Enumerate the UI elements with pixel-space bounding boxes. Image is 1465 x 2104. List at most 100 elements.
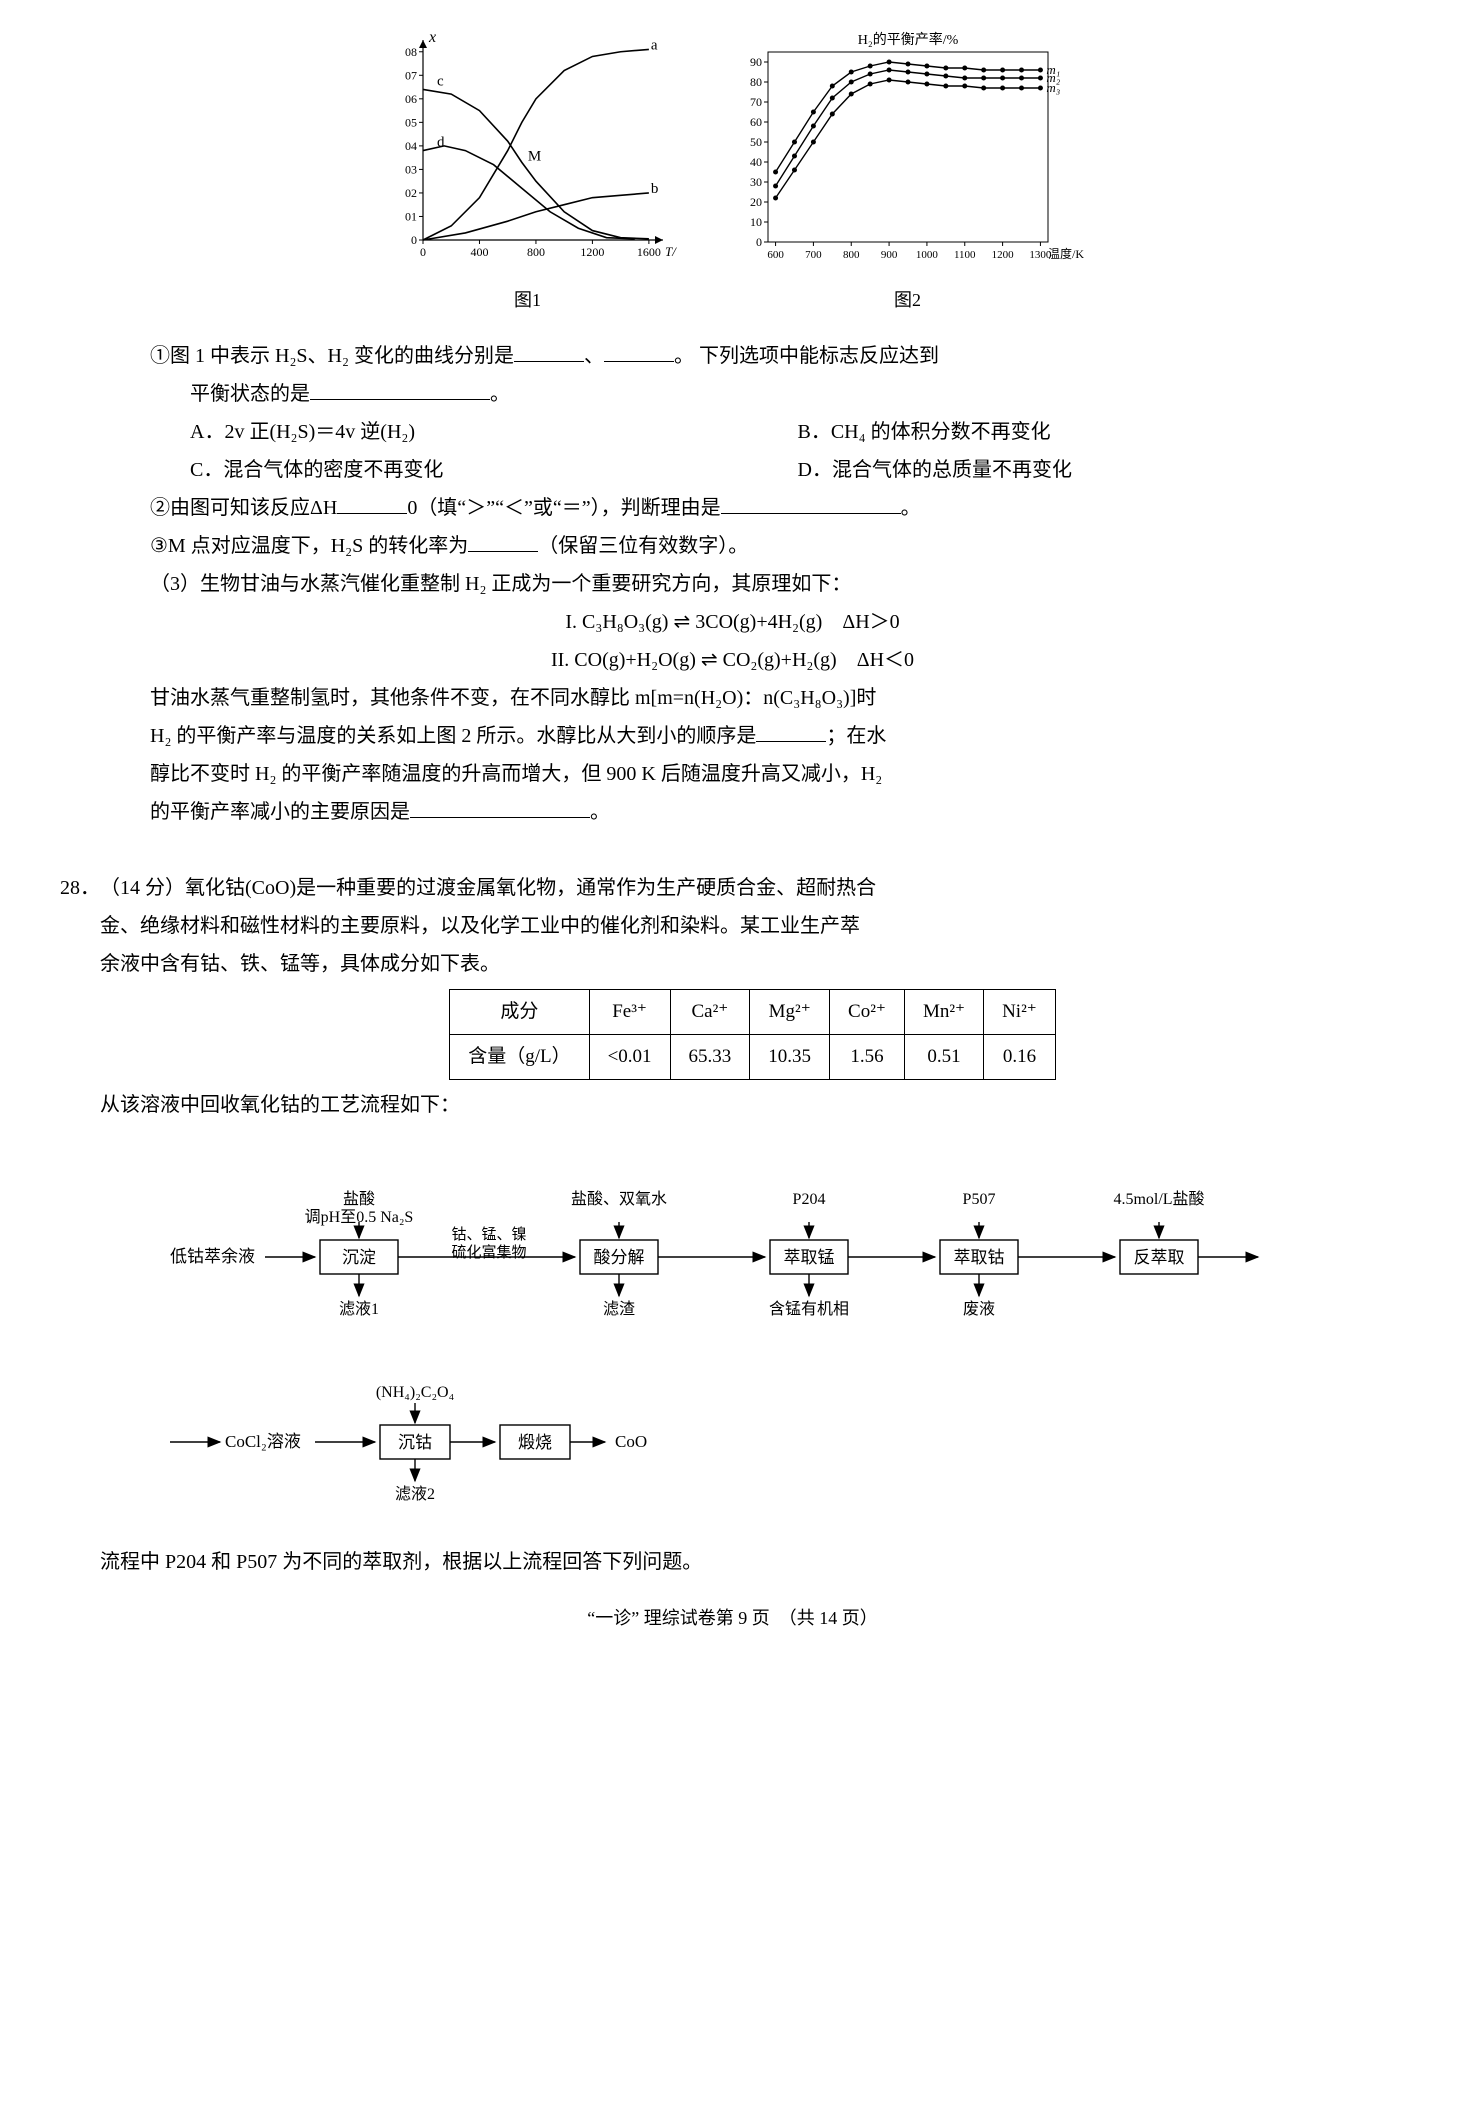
q28-tail: 流程中 P204 和 P507 为不同的萃取剂，根据以上流程回答下列问题。 (100, 1543, 1405, 1581)
svg-text:05: 05 (405, 115, 417, 129)
svg-text:600: 600 (767, 249, 784, 261)
table-header: Ni²⁺ (984, 990, 1056, 1035)
svg-text:低钴萃余液: 低钴萃余液 (170, 1247, 255, 1266)
chart1-caption: 图1 (378, 283, 678, 317)
q28-lead-c: 余液中含有钴、铁、锰等，具体成分如下表。 (100, 945, 1405, 983)
blank-2 (604, 339, 674, 362)
svg-text:03: 03 (405, 162, 417, 176)
page-footer: “一诊” 理综试卷第 9 页 （共 14 页） (60, 1601, 1405, 1635)
svg-text:反萃取: 反萃取 (1134, 1248, 1185, 1267)
p5-line4: 的平衡产率减小的主要原因是。 (60, 793, 1405, 831)
q-part3: ③M 点对应温度下，H₂S 的转化率为（保留三位有效数字）。 (60, 527, 1405, 565)
q28: 28． （14 分）氧化钴(CoO)是一种重要的过渡金属氧化物，通常作为生产硬质… (60, 869, 1405, 1581)
q-part1b: 平衡状态的是 。 (60, 375, 1405, 413)
svg-text:H₂的平衡产率/%: H₂的平衡产率/% (857, 31, 958, 48)
q28-after-table: 从该溶液中回收氧化钴的工艺流程如下： (100, 1086, 1405, 1124)
svg-text:废液: 废液 (963, 1300, 995, 1318)
flow-svg: 低钴萃余液沉淀盐酸调pH至0.5 Na₂S滤液1钴、锰、镍硫化富集物酸分解盐酸、… (160, 1142, 1360, 1522)
svg-text:07: 07 (405, 68, 417, 82)
svg-text:01: 01 (405, 209, 417, 223)
flowchart: 低钴萃余液沉淀盐酸调pH至0.5 Na₂S滤液1钴、锰、镍硫化富集物酸分解盐酸、… (160, 1142, 1405, 1535)
svg-text:沉淀: 沉淀 (342, 1248, 376, 1267)
table-header: 成分 (450, 990, 589, 1035)
blank-7 (756, 719, 826, 742)
svg-text:温度/K: 温度/K (1047, 246, 1083, 261)
svg-text:80: 80 (750, 75, 762, 89)
svg-text:0: 0 (756, 235, 762, 249)
svg-text:1600: 1600 (636, 245, 660, 259)
p1-a: ①图 1 中表示 H₂S、H₂ 变化的曲线分别是 (150, 345, 514, 367)
svg-text:4.5mol/L盐酸: 4.5mol/L盐酸 (1113, 1190, 1204, 1208)
table-cell: 65.33 (670, 1035, 750, 1080)
table-header: Fe³⁺ (589, 990, 670, 1035)
svg-text:10: 10 (750, 215, 762, 229)
svg-text:20: 20 (750, 195, 762, 209)
p2-b: 0（填“＞”“＜”或“＝”），判断理由是 (407, 497, 720, 519)
svg-text:CoO: CoO (615, 1432, 647, 1451)
svg-text:08: 08 (405, 45, 417, 59)
table-cell: <0.01 (589, 1035, 670, 1080)
chart1: 00102030405060708040080012001600xT/℃abcd… (378, 30, 678, 270)
svg-text:700: 700 (805, 249, 822, 261)
p1-c: 。 下列选项中能标志反应达到 (674, 345, 939, 367)
table-cell: 10.35 (750, 1035, 830, 1080)
svg-text:1200: 1200 (991, 249, 1014, 261)
svg-text:0: 0 (411, 233, 417, 247)
opt-c: C．混合气体的密度不再变化 (190, 451, 798, 489)
chart2: H₂的平衡产率/%0102030405060708090600700800900… (728, 30, 1088, 270)
svg-text:c: c (437, 73, 444, 89)
svg-text:02: 02 (405, 186, 417, 200)
q28-body: （14 分）氧化钴(CoO)是一种重要的过渡金属氧化物，通常作为生产硬质合金、超… (100, 869, 1405, 1581)
table-header: Co²⁺ (830, 990, 905, 1035)
p1-e: 。 (490, 383, 510, 405)
p5-c: ；在水 (826, 725, 886, 747)
svg-text:萃取锰: 萃取锰 (784, 1248, 835, 1267)
opt-d: D．混合气体的总质量不再变化 (798, 451, 1406, 489)
svg-text:含锰有机相: 含锰有机相 (769, 1300, 849, 1318)
svg-text:m₃: m₃ (1046, 80, 1060, 95)
opt-a: A．2v 正(H₂S)＝4v 逆(H₂) (190, 413, 798, 451)
svg-text:40: 40 (750, 155, 762, 169)
eq2: II. CO(g)+H₂O(g) ⇌ CO₂(g)+H₂(g) ΔH＜0 (60, 641, 1405, 679)
table-header: Mg²⁺ (750, 990, 830, 1035)
svg-text:酸分解: 酸分解 (594, 1248, 645, 1267)
p5-d: 醇比不变时 H₂ 的平衡产率随温度的升高而增大，但 900 K 后随温度升高又减… (60, 755, 1405, 793)
svg-text:钴、锰、镍: 钴、锰、镍 (451, 1225, 526, 1243)
svg-text:50: 50 (750, 135, 762, 149)
blank-6 (468, 529, 538, 552)
svg-text:(NH₄)₂C₂O₄: (NH₄)₂C₂O₄ (376, 1384, 455, 1401)
q28-lead-b: 金、绝缘材料和磁性材料的主要原料，以及化学工业中的催化剂和染料。某工业生产萃 (100, 907, 1405, 945)
svg-text:1100: 1100 (953, 249, 975, 261)
svg-text:800: 800 (526, 245, 544, 259)
svg-text:盐酸、双氧水: 盐酸、双氧水 (571, 1190, 667, 1208)
charts-row: 00102030405060708040080012001600xT/℃abcd… (60, 30, 1405, 317)
p5-e: 的平衡产率减小的主要原因是 (150, 801, 410, 823)
svg-text:萃取钴: 萃取钴 (954, 1248, 1005, 1267)
svg-text:d: d (437, 135, 445, 151)
table-header: Mn²⁺ (904, 990, 983, 1035)
table-cell: 1.56 (830, 1035, 905, 1080)
svg-text:M: M (527, 148, 540, 164)
svg-text:30: 30 (750, 175, 762, 189)
svg-text:60: 60 (750, 115, 762, 129)
table-cell: 0.51 (904, 1035, 983, 1080)
svg-text:900: 900 (880, 249, 897, 261)
options: A．2v 正(H₂S)＝4v 逆(H₂) B．CH₄ 的体积分数不再变化 C．混… (60, 413, 1405, 489)
q-part2: ②由图可知该反应ΔH0（填“＞”“＜”或“＝”），判断理由是。 (60, 489, 1405, 527)
p3-b: （保留三位有效数字）。 (538, 535, 748, 557)
blank-8 (410, 795, 590, 818)
svg-text:400: 400 (470, 245, 488, 259)
q28-num: 28． (60, 869, 100, 1581)
p1-d: 平衡状态的是 (190, 383, 310, 405)
composition-table: 成分Fe³⁺Ca²⁺Mg²⁺Co²⁺Mn²⁺Ni²⁺含量（g/L）<0.0165… (449, 989, 1056, 1080)
table-cell: 0.16 (984, 1035, 1056, 1080)
svg-text:CoCl₂溶液: CoCl₂溶液 (225, 1432, 301, 1451)
svg-text:硫化富集物: 硫化富集物 (451, 1243, 526, 1261)
p5-a: 甘油水蒸气重整制氢时，其他条件不变，在不同水醇比 m[m=n(H₂O)：n(C₃… (60, 679, 1405, 717)
svg-text:1000: 1000 (915, 249, 938, 261)
svg-text:P507: P507 (963, 1191, 996, 1208)
svg-text:a: a (650, 37, 657, 53)
svg-text:滤液1: 滤液1 (339, 1300, 379, 1318)
svg-text:0: 0 (420, 245, 426, 259)
chart2-caption: 图2 (728, 283, 1088, 317)
